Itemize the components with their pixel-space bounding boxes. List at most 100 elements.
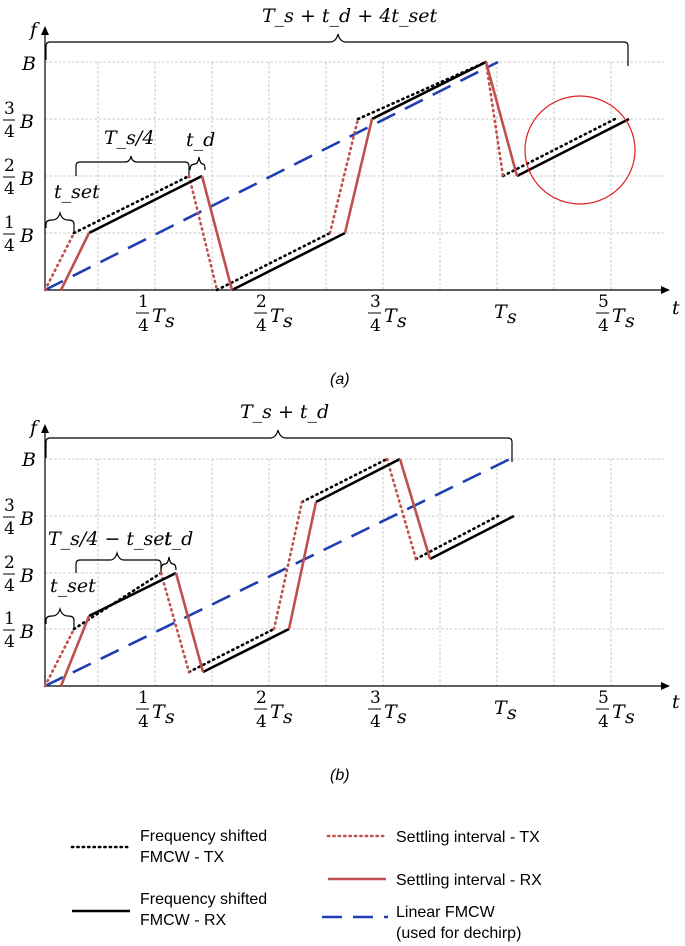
panel-a-xtick-1-4Ts: 1 4 T s xyxy=(136,292,175,336)
svg-text:s: s xyxy=(165,706,175,728)
svg-text:4: 4 xyxy=(4,179,15,199)
panel-b-ytick-1-4B: 1 4 B xyxy=(3,609,34,652)
panel-b-xtick-1-4Ts: 1 4 T s xyxy=(136,688,175,732)
panel-a-grid xyxy=(45,61,665,290)
svg-text:1: 1 xyxy=(138,292,149,312)
panel-a-settle-tx-1 xyxy=(43,231,76,292)
svg-text:s: s xyxy=(507,306,517,328)
svg-text:Settling interval - RX: Settling interval - RX xyxy=(396,872,542,889)
panel-b-segment-label: T_s/4 − t_set xyxy=(48,528,173,550)
panel-b-grid xyxy=(45,458,665,686)
panel-b-ytick-3-4B: 3 4 B xyxy=(3,496,34,539)
svg-text:T: T xyxy=(152,305,166,327)
svg-text:B: B xyxy=(19,168,34,190)
svg-text:T: T xyxy=(494,697,508,719)
svg-text:Settling interval - TX: Settling interval - TX xyxy=(396,829,540,846)
panel-b-settle-tx-4 xyxy=(385,457,418,561)
svg-text:T: T xyxy=(612,701,626,723)
panel-a-tset-brace xyxy=(45,210,75,232)
legend-item-settling-tx: Settling interval - TX xyxy=(326,829,540,846)
svg-text:T: T xyxy=(384,305,398,327)
panel-a-linear-fmcw xyxy=(44,60,499,292)
svg-text:4: 4 xyxy=(138,712,149,732)
panel-b-td-brace xyxy=(160,556,177,571)
panel-a-xtick-5-4Ts: 5 4 T s xyxy=(596,292,635,336)
panel-a-caption: (a) xyxy=(330,371,350,388)
panel-b-x-arrow-icon xyxy=(661,682,670,690)
panel-b-tx-segment-4 xyxy=(414,514,500,561)
svg-text:4: 4 xyxy=(598,712,609,732)
svg-text:3: 3 xyxy=(370,292,381,312)
svg-text:T: T xyxy=(612,305,626,327)
panel-a-ytick-2-4B: 2 4 B xyxy=(3,156,34,199)
panel-b-linear-fmcw xyxy=(44,457,511,688)
panel-a-settle-rx-3 xyxy=(343,118,374,234)
panel-b-tx-segment-2 xyxy=(187,627,276,674)
panel-a-x-arrow-icon xyxy=(661,286,670,294)
svg-text:1: 1 xyxy=(4,609,15,629)
svg-text:s: s xyxy=(625,706,635,728)
panel-a-settle-rx-4 xyxy=(484,61,519,177)
svg-text:4: 4 xyxy=(4,632,15,652)
panel-a-rx-segment-2 xyxy=(231,231,346,292)
svg-text:5: 5 xyxy=(598,292,609,312)
panel-a-span-brace xyxy=(45,33,629,66)
svg-text:1: 1 xyxy=(4,213,15,233)
svg-text:s: s xyxy=(283,310,293,332)
svg-text:s: s xyxy=(507,702,517,724)
svg-text:4: 4 xyxy=(256,712,267,732)
panel-b-y-symbol: f xyxy=(28,417,40,439)
svg-text:2: 2 xyxy=(256,292,267,312)
svg-text:B: B xyxy=(19,111,34,133)
legend-item-settling-rx: Settling interval - RX xyxy=(328,872,542,889)
panel-b-settle-tx-3 xyxy=(272,500,304,631)
panel-a-settle-rx-1 xyxy=(59,232,91,291)
panel-b-x-symbol: t xyxy=(672,691,680,713)
panel-b-xtick-2-4Ts: 2 4 T s xyxy=(254,688,293,732)
svg-text:2: 2 xyxy=(256,688,267,708)
svg-text:4: 4 xyxy=(370,316,381,336)
panel-a-rx-segment-3 xyxy=(371,60,487,121)
svg-text:B: B xyxy=(19,621,34,643)
svg-text:Frequency shifted: Frequency shifted xyxy=(140,828,267,845)
svg-text:s: s xyxy=(283,706,293,728)
svg-text:T: T xyxy=(494,301,508,323)
panel-a-xtick-2-4Ts: 2 4 T s xyxy=(254,292,293,336)
panel-b-tset-brace xyxy=(45,606,75,628)
panel-b-settle-rx-2 xyxy=(174,572,205,673)
panel-b-ytick-B: B xyxy=(21,449,36,471)
svg-text:T: T xyxy=(152,701,166,723)
svg-text:FMCW - TX: FMCW - TX xyxy=(140,849,224,866)
svg-text:s: s xyxy=(397,706,407,728)
panel-a-td-brace xyxy=(189,156,206,171)
panel-a-tx-segment-3 xyxy=(356,60,488,121)
svg-text:3: 3 xyxy=(370,688,381,708)
panel-b-xtick-5-4Ts: 5 4 T s xyxy=(596,688,635,732)
svg-text:4: 4 xyxy=(4,122,15,142)
panel-a-tset-label: t_set xyxy=(54,181,100,203)
panel-a-ytick-B: B xyxy=(21,53,36,75)
svg-text:3: 3 xyxy=(4,496,15,516)
svg-text:4: 4 xyxy=(4,576,15,596)
panel-a-settle-tx-3 xyxy=(328,117,360,235)
panel-b-settle-tx-1 xyxy=(43,627,76,688)
legend: Frequency shifted FMCW - TX Frequency sh… xyxy=(70,828,542,942)
svg-text:Frequency shifted: Frequency shifted xyxy=(140,891,267,908)
panel-a-y-arrow-icon xyxy=(41,26,49,35)
svg-text:T: T xyxy=(270,701,284,723)
panel-b-settle-tx-2 xyxy=(159,571,191,674)
svg-text:s: s xyxy=(165,310,175,332)
panel-b-span-label: T_s + t_d xyxy=(240,401,329,423)
svg-text:T: T xyxy=(270,305,284,327)
panel-a-highlight-circle xyxy=(524,95,636,205)
svg-text:4: 4 xyxy=(598,316,609,336)
panel-a-segment-label: T_s/4 xyxy=(104,127,154,149)
panel-b-ytick-2-4B: 2 4 B xyxy=(3,553,34,596)
svg-text:s: s xyxy=(397,310,407,332)
svg-text:4: 4 xyxy=(4,519,15,539)
svg-text:T: T xyxy=(384,701,398,723)
legend-item-rx: Frequency shifted FMCW - RX xyxy=(72,891,267,929)
svg-text:B: B xyxy=(19,508,34,530)
panel-a-y-symbol: f xyxy=(28,19,40,41)
panel-b-rx-segment-3 xyxy=(315,457,401,504)
